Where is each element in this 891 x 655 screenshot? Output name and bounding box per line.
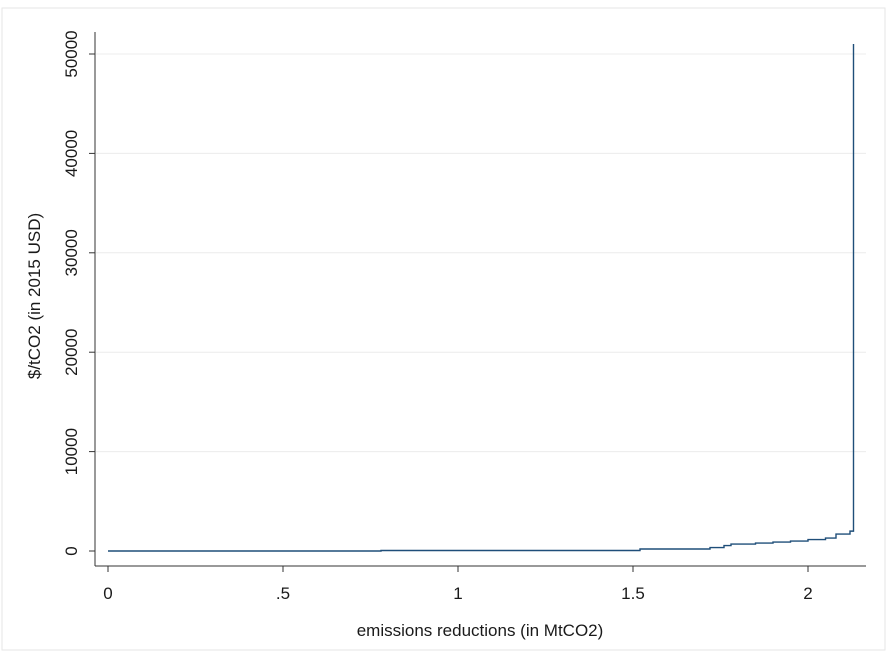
x-axis-label: emissions reductions (in MtCO2)	[357, 621, 604, 640]
series-line	[108, 44, 855, 552]
x-tick-label: 1	[453, 584, 462, 603]
y-tick-label: 0	[62, 546, 81, 555]
y-ticks: 0 10000 20000 30000 40000 50000	[62, 30, 95, 556]
y-tick-label: 10000	[62, 428, 81, 475]
x-tick-label: 2	[803, 584, 812, 603]
y-tick-label: 20000	[62, 329, 81, 376]
x-ticks: 0 .5 1 1.5 2	[103, 566, 813, 603]
grid	[96, 53, 866, 453]
x-tick-label: 0	[103, 584, 112, 603]
x-tick-label: .5	[276, 584, 290, 603]
y-axis-label: $/tCO2 (in 2015 USD)	[25, 213, 44, 379]
x-tick-label: 1.5	[621, 584, 645, 603]
y-tick-label: 50000	[62, 30, 81, 77]
plot-frame	[1, 7, 886, 651]
y-tick-label: 30000	[62, 229, 81, 276]
y-tick-label: 40000	[62, 130, 81, 177]
